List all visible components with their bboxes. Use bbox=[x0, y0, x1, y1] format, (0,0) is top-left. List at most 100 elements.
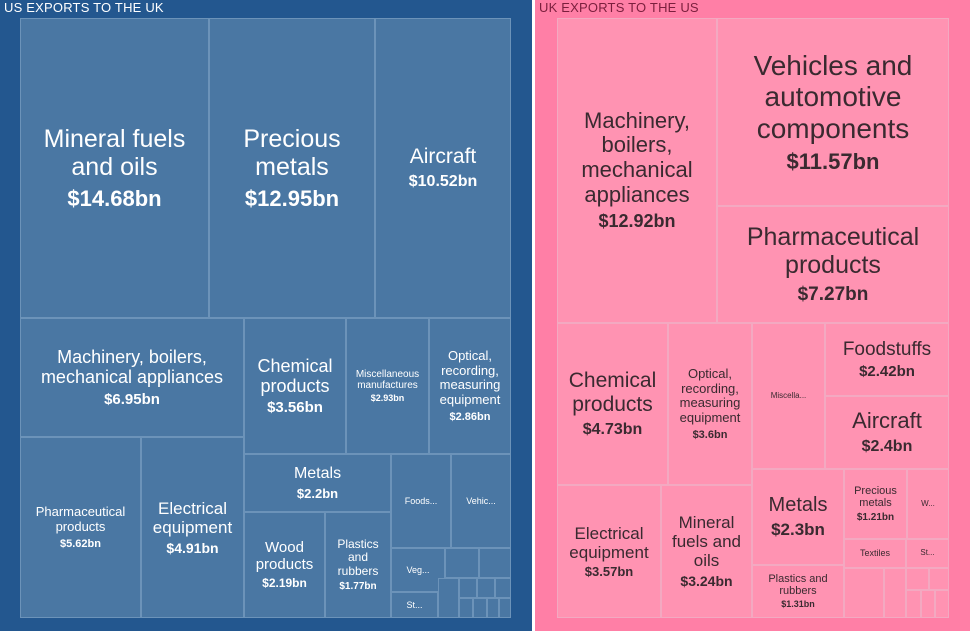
cell-label: Plastics and rubbers bbox=[768, 572, 828, 598]
uk-cell-precious-metals[interactable]: Precious metals $1.21bn bbox=[844, 469, 907, 539]
uk-cell-textiles[interactable]: Textiles bbox=[844, 539, 906, 568]
uk-cell-unlabeled[interactable] bbox=[844, 568, 884, 618]
uk-cell-optical-recording-measuring-equipment[interactable]: Optical, recording, measuring equipment $… bbox=[668, 323, 752, 485]
uk-cell-unlabeled[interactable] bbox=[921, 590, 935, 618]
cell-label: Metals bbox=[768, 494, 828, 517]
us-panel-title: US EXPORTS TO THE UK bbox=[4, 0, 164, 15]
cell-label: St... bbox=[406, 599, 423, 610]
cell-value: $7.27bn bbox=[797, 283, 869, 305]
uk-cell-unlabeled[interactable] bbox=[935, 590, 949, 618]
cell-value: $2.3bn bbox=[771, 520, 825, 540]
cell-label: St... bbox=[920, 548, 935, 558]
cell-label: Precious metals bbox=[854, 484, 897, 510]
uk-cell-w[interactable]: W... bbox=[907, 469, 949, 539]
cell-label: Mineral fuels and oils bbox=[672, 513, 741, 571]
cell-value: $1.77bn bbox=[339, 581, 377, 593]
uk-cell-unlabeled[interactable] bbox=[906, 590, 921, 618]
cell-label: Optical, recording, measuring equipment bbox=[439, 348, 501, 407]
uk-cell-chemical-products[interactable]: Chemical products $4.73bn bbox=[557, 323, 668, 485]
us-cell-wood-products[interactable]: Wood products $2.19bn bbox=[244, 512, 325, 618]
cell-label: Foods... bbox=[404, 495, 438, 506]
uk-cell-mineral-fuels-and-oils[interactable]: Mineral fuels and oils $3.24bn bbox=[661, 485, 752, 618]
uk-cell-pharmaceutical-products[interactable]: Pharmaceutical products $7.27bn bbox=[717, 206, 949, 323]
us-cell-machinery-boilers-mechanical-appliances[interactable]: Machinery, boilers, mechanical appliance… bbox=[20, 318, 244, 437]
cell-label: Plastics and rubbers bbox=[337, 536, 379, 578]
us-cell-aircraft[interactable]: Aircraft $10.52bn bbox=[375, 18, 511, 318]
cell-label: Miscella... bbox=[770, 390, 807, 400]
cell-value: $2.2bn bbox=[296, 485, 339, 501]
cell-value: $2.86bn bbox=[449, 410, 491, 423]
us-cell-unlabeled[interactable] bbox=[445, 548, 479, 578]
uk-cell-plastics-and-rubbers[interactable]: Plastics and rubbers $1.31bn bbox=[752, 565, 844, 618]
cell-label: Pharmaceutical products bbox=[35, 504, 126, 534]
us-cell-vehic[interactable]: Vehic... bbox=[451, 454, 511, 548]
cell-value: $10.52bn bbox=[408, 173, 478, 191]
cell-value: $11.57bn bbox=[786, 149, 880, 175]
cell-label: Veg... bbox=[406, 564, 430, 575]
cell-label: Machinery, boilers, mechanical appliance… bbox=[581, 107, 693, 207]
us-cell-metals[interactable]: Metals $2.2bn bbox=[244, 454, 391, 512]
us-cell-chemical-products[interactable]: Chemical products $3.56bn bbox=[244, 318, 346, 454]
uk-cell-electrical-equipment[interactable]: Electrical equipment $3.57bn bbox=[557, 485, 661, 618]
cell-label: Machinery, boilers, mechanical appliance… bbox=[40, 347, 224, 388]
cell-value: $3.57bn bbox=[584, 564, 634, 580]
cell-label: Textiles bbox=[859, 548, 890, 559]
us-cell-unlabeled[interactable] bbox=[459, 578, 477, 598]
cell-label: Optical, recording, measuring equipment bbox=[679, 366, 741, 425]
us-cell-unlabeled[interactable] bbox=[459, 598, 473, 618]
cell-value: $3.24bn bbox=[680, 573, 733, 590]
uk-cell-machinery-boilers-mechanical-appliances[interactable]: Machinery, boilers, mechanical appliance… bbox=[557, 18, 717, 323]
cell-label: Miscellaneous manufactures bbox=[355, 368, 420, 391]
cell-value: $5.62bn bbox=[60, 537, 101, 550]
cell-label: Mineral fuels and oils bbox=[43, 124, 186, 181]
us-cell-unlabeled[interactable] bbox=[473, 598, 487, 618]
cell-value: $1.21bn bbox=[856, 512, 895, 524]
us-cell-foods[interactable]: Foods... bbox=[391, 454, 451, 548]
cell-value: $14.68bn bbox=[67, 185, 162, 211]
uk-cell-foodstuffs[interactable]: Foodstuffs $2.42bn bbox=[825, 323, 949, 396]
us-cell-unlabeled[interactable] bbox=[479, 548, 511, 578]
cell-value: $1.31bn bbox=[781, 599, 815, 610]
uk-exports-treemap: UK EXPORTS TO THE US Machinery, boilers,… bbox=[535, 0, 970, 631]
us-cell-mineral-fuels-and-oils[interactable]: Mineral fuels and oils $14.68bn bbox=[20, 18, 209, 318]
cell-value: $4.91bn bbox=[166, 539, 219, 556]
uk-cell-unlabeled[interactable] bbox=[929, 568, 949, 590]
cell-label: W... bbox=[921, 498, 935, 508]
us-cell-electrical-equipment[interactable]: Electrical equipment $4.91bn bbox=[141, 437, 244, 618]
uk-cell-unlabeled[interactable] bbox=[884, 568, 906, 618]
cell-value: $2.93bn bbox=[370, 392, 405, 403]
us-cell-unlabeled[interactable] bbox=[487, 598, 499, 618]
cell-value: $4.73bn bbox=[582, 420, 643, 438]
uk-cell-metals[interactable]: Metals $2.3bn bbox=[752, 469, 844, 565]
uk-panel-title: UK EXPORTS TO THE US bbox=[539, 0, 699, 15]
us-cell-veg[interactable]: Veg... bbox=[391, 548, 445, 592]
us-cell-st[interactable]: St... bbox=[391, 592, 438, 618]
cell-label: Wood products bbox=[255, 538, 314, 573]
cell-value: $12.92bn bbox=[598, 211, 676, 232]
uk-cell-unlabeled[interactable] bbox=[906, 568, 929, 590]
us-cell-pharmaceutical-products[interactable]: Pharmaceutical products $5.62bn bbox=[20, 437, 141, 618]
us-cell-unlabeled[interactable] bbox=[477, 578, 495, 598]
cell-value: $2.4bn bbox=[861, 438, 913, 456]
cell-value: $2.42bn bbox=[859, 362, 915, 380]
cell-label: Precious metals bbox=[243, 124, 341, 181]
cell-label: Vehic... bbox=[466, 495, 496, 506]
us-cell-unlabeled[interactable] bbox=[499, 598, 511, 618]
cell-label: Aircraft bbox=[409, 145, 477, 169]
uk-cell-st[interactable]: St... bbox=[906, 539, 949, 568]
uk-cell-aircraft[interactable]: Aircraft $2.4bn bbox=[825, 396, 949, 469]
uk-cell-vehicles-and-automotive-components[interactable]: Vehicles and automotive components $11.57… bbox=[717, 18, 949, 206]
us-cell-miscellaneous-manufactures[interactable]: Miscellaneous manufactures $2.93bn bbox=[346, 318, 429, 454]
us-cell-unlabeled[interactable] bbox=[438, 578, 459, 618]
us-cell-optical-recording-measuring-equipment[interactable]: Optical, recording, measuring equipment $… bbox=[429, 318, 511, 454]
cell-label: Pharmaceutical products bbox=[746, 223, 920, 280]
cell-label: Electrical equipment bbox=[152, 498, 233, 537]
cell-label: Vehicles and automotive components bbox=[753, 49, 913, 144]
cell-label: Aircraft bbox=[852, 408, 922, 434]
cell-label: Foodstuffs bbox=[842, 338, 932, 360]
us-cell-unlabeled[interactable] bbox=[495, 578, 511, 598]
uk-cell-miscella[interactable]: Miscella... bbox=[752, 323, 825, 469]
us-cell-plastics-and-rubbers[interactable]: Plastics and rubbers $1.77bn bbox=[325, 512, 391, 618]
us-cell-precious-metals[interactable]: Precious metals $12.95bn bbox=[209, 18, 375, 318]
